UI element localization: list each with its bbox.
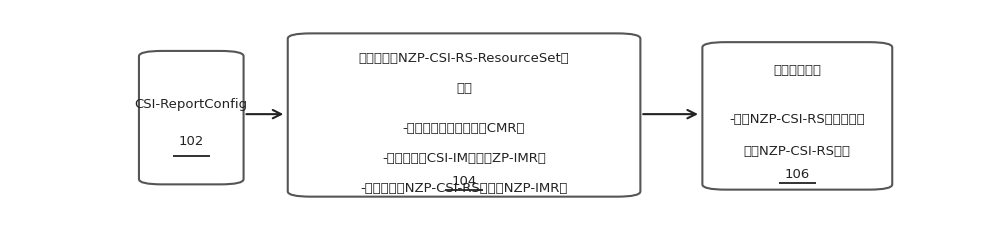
FancyBboxPatch shape [139,52,244,185]
Text: 102: 102 [179,134,204,147]
Text: 104: 104 [451,174,477,187]
Text: 参考资源配置: 参考资源配置 [773,64,821,77]
FancyBboxPatch shape [702,43,892,190]
Text: -每个NZP-CSI-RS资源集中的: -每个NZP-CSI-RS资源集中的 [729,113,865,126]
FancyBboxPatch shape [288,34,640,197]
Text: CSI-ReportConfig: CSI-ReportConfig [135,98,248,111]
Text: 配置: 配置 [456,81,472,94]
Text: -用于干扰的NZP-CSI-RS资源（NZP-IMR）: -用于干扰的NZP-CSI-RS资源（NZP-IMR） [360,181,568,194]
Text: 参考资源（NZP-CSI-RS-ResourceSet）: 参考资源（NZP-CSI-RS-ResourceSet） [359,52,569,65]
Text: -用于干扰的CSI-IM资源（ZP-IMR）: -用于干扰的CSI-IM资源（ZP-IMR） [382,151,546,164]
Text: -用于信道测量的资源（CMR）: -用于信道测量的资源（CMR） [403,122,525,135]
Text: 多个NZP-CSI-RS资源: 多个NZP-CSI-RS资源 [744,144,851,157]
Text: 106: 106 [785,167,810,180]
